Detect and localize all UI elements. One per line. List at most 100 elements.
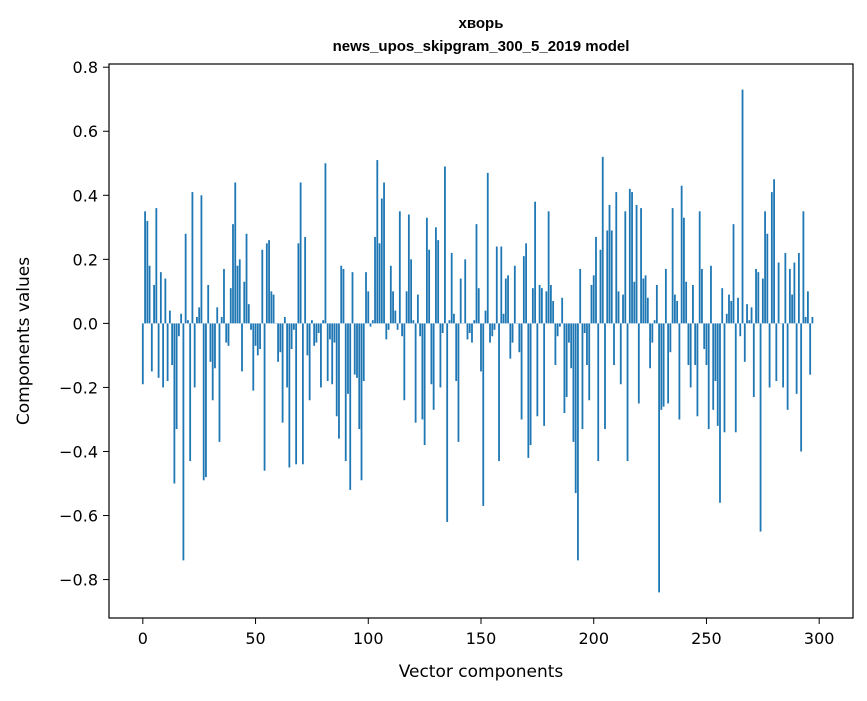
bar-component-237 (676, 301, 678, 323)
bar-component-70 (300, 182, 302, 323)
bar-component-244 (692, 285, 694, 323)
bar-component-174 (534, 202, 536, 324)
y-tick-label: 0.0 (73, 314, 98, 333)
bar-component-141 (460, 279, 462, 324)
bar-component-93 (352, 272, 354, 323)
y-axis-label: Components values (14, 257, 34, 425)
bar-component-284 (782, 323, 784, 387)
bar-component-129 (433, 323, 435, 409)
bar-component-9 (162, 323, 164, 387)
bar-component-293 (803, 211, 805, 323)
bar-component-286 (787, 323, 789, 409)
bar-component-282 (778, 263, 780, 324)
bar-component-177 (541, 288, 543, 323)
bar-component-232 (665, 269, 667, 323)
bar-component-48 (250, 323, 252, 329)
bar-component-230 (660, 323, 662, 409)
bar-component-185 (559, 323, 561, 326)
bar-component-138 (453, 314, 455, 324)
bar-component-226 (651, 323, 653, 342)
bar-component-180 (548, 211, 550, 323)
bar-component-91 (347, 323, 349, 393)
bar-component-173 (532, 288, 534, 323)
bar-component-239 (681, 186, 683, 324)
bar-component-190 (570, 323, 572, 368)
bar-component-228 (656, 285, 658, 323)
bar-component-206 (606, 231, 608, 324)
bar-component-10 (164, 279, 166, 324)
chart-title-line2: news_upos_skipgram_300_5_2019 model (333, 38, 630, 55)
bar-component-24 (196, 317, 198, 323)
bar-component-238 (679, 323, 681, 419)
bar-component-160 (503, 314, 505, 324)
bar-component-12 (169, 311, 171, 324)
bar-component-35 (221, 317, 223, 323)
bar-component-67 (293, 323, 295, 329)
bar-component-205 (604, 323, 606, 429)
bar-component-236 (674, 295, 676, 324)
bar-component-128 (431, 323, 433, 384)
bar-component-258 (724, 323, 726, 432)
chart-title-line1: хворь (459, 15, 504, 32)
bar-component-137 (451, 253, 453, 323)
bar-component-34 (219, 323, 221, 441)
bar-component-207 (609, 205, 611, 323)
bar-component-103 (374, 237, 376, 323)
bar-component-46 (246, 234, 248, 324)
bar-component-14 (173, 323, 175, 483)
bar-component-33 (216, 307, 218, 323)
bar-component-201 (595, 237, 597, 323)
bar-component-102 (372, 320, 374, 323)
x-tick-label: 200 (578, 629, 609, 648)
bar-component-98 (363, 323, 365, 381)
bar-component-287 (789, 269, 791, 323)
bar-component-41 (234, 182, 236, 323)
bar-component-148 (476, 224, 478, 323)
bar-component-124 (421, 323, 423, 419)
bar-component-134 (444, 166, 446, 323)
bar-component-171 (527, 323, 529, 458)
bar-component-96 (358, 323, 360, 429)
bar-component-25 (198, 307, 200, 323)
bar-component-60 (277, 323, 279, 361)
bar-component-288 (791, 295, 793, 324)
bar-component-116 (403, 323, 405, 400)
bar-component-241 (685, 282, 687, 324)
bar-component-179 (545, 291, 547, 323)
bar-component-279 (771, 192, 773, 323)
bar-component-37 (225, 323, 227, 342)
bar-component-79 (320, 323, 322, 387)
bar-component-112 (394, 311, 396, 324)
bar-component-76 (313, 323, 315, 345)
bar-component-30 (210, 323, 212, 361)
bar-component-245 (694, 323, 696, 365)
bar-component-225 (649, 323, 651, 368)
bar-component-295 (807, 291, 809, 323)
bar-component-182 (552, 301, 554, 323)
bar-component-227 (654, 320, 656, 323)
bar-component-87 (338, 323, 340, 438)
bar-component-136 (449, 320, 451, 323)
bar-component-115 (401, 323, 403, 336)
bar-component-278 (769, 323, 771, 387)
bar-component-2 (146, 221, 148, 323)
bar-component-15 (176, 323, 178, 429)
bar-component-86 (336, 323, 338, 416)
bar-component-242 (688, 323, 690, 365)
bar-component-255 (717, 323, 719, 425)
bar-component-223 (645, 275, 647, 323)
bar-component-82 (327, 323, 329, 381)
bar-component-49 (252, 323, 254, 390)
bar-component-149 (478, 288, 480, 323)
bar-component-290 (796, 323, 798, 393)
bar-component-183 (555, 323, 557, 365)
bar-component-135 (446, 323, 448, 522)
bar-component-263 (735, 323, 737, 432)
bar-component-16 (178, 323, 180, 336)
bar-component-184 (557, 323, 559, 336)
bar-component-8 (160, 272, 162, 323)
bar-component-221 (640, 208, 642, 323)
bar-component-127 (428, 250, 430, 324)
bar-component-55 (266, 243, 268, 323)
